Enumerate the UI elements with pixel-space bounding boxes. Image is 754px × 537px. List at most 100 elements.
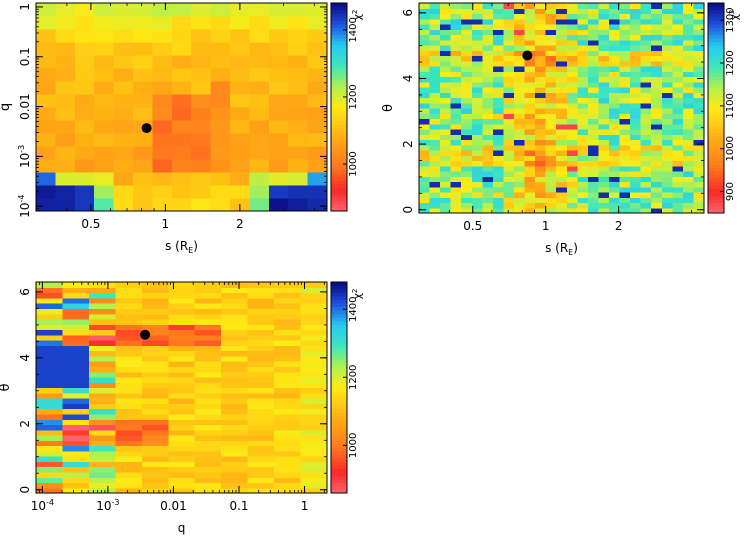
heatmap-cell	[566, 45, 578, 51]
heatmap-cell	[672, 3, 684, 9]
heatmap-cell	[640, 118, 652, 125]
heatmap-cell	[619, 108, 631, 114]
heatmap-cell	[249, 81, 270, 95]
heatmap-cell	[524, 202, 536, 209]
heatmap-cell	[545, 165, 557, 172]
heatmap-cell	[429, 13, 441, 20]
colorbar-segment	[331, 176, 347, 181]
colorbar-segment	[331, 193, 347, 198]
colorbar-segment	[708, 104, 724, 109]
x-tick-label: 1	[301, 499, 309, 513]
heatmap-cell	[36, 345, 64, 352]
colorbar-frame	[330, 2, 348, 212]
heatmap-cell	[194, 287, 222, 294]
heatmap-cell	[450, 8, 462, 15]
heatmap-cell	[268, 133, 289, 147]
heatmap-cell	[492, 66, 505, 72]
heatmap-cell	[514, 3, 526, 9]
heatmap-cell	[524, 113, 536, 120]
heatmap-cell	[651, 118, 663, 125]
colorbar-segment	[331, 200, 347, 205]
heatmap-cell	[440, 13, 452, 20]
heatmap-cell	[587, 192, 600, 198]
colorbar-segment	[331, 387, 347, 392]
heatmap-cell	[577, 144, 589, 151]
heatmap-cell	[249, 133, 270, 147]
heatmap-cell	[461, 129, 473, 135]
heatmap-cell	[74, 172, 95, 186]
heatmap-cell	[115, 297, 143, 304]
heatmap-cell	[651, 34, 663, 41]
heatmap-cell	[609, 34, 621, 41]
heatmap-cell	[630, 87, 642, 93]
heatmap-cell	[609, 150, 621, 156]
heatmap-cell	[587, 66, 600, 72]
heatmap-cell	[619, 13, 631, 20]
heatmap-cell	[651, 71, 663, 78]
heatmap-cell	[55, 172, 76, 186]
heatmap-cell	[651, 197, 663, 204]
colorbar-segment	[331, 310, 347, 315]
heatmap-cell	[88, 387, 116, 394]
heatmap-cell	[577, 87, 589, 93]
heatmap-cell	[566, 18, 578, 25]
heatmap-cell	[300, 456, 328, 462]
heatmap-cell	[672, 118, 684, 125]
heatmap-cell	[62, 403, 90, 410]
colorbar-segment	[708, 20, 724, 25]
heatmap-cell	[682, 87, 695, 93]
heatmap-cell	[247, 303, 275, 309]
heatmap-cell	[88, 282, 116, 288]
colorbar-segment	[331, 20, 347, 25]
heatmap-cell	[274, 477, 302, 484]
heatmap-cell	[545, 39, 557, 46]
heatmap-cell	[247, 318, 275, 325]
heatmap-cell	[682, 108, 695, 114]
heatmap-cell	[619, 39, 631, 46]
heatmap-cell	[630, 155, 642, 162]
heatmap-cell	[545, 160, 557, 167]
heatmap-cell	[62, 487, 90, 494]
heatmap-cell	[221, 308, 249, 315]
heatmap-cell	[249, 55, 270, 69]
heatmap-cell	[471, 87, 483, 93]
heatmap-cell	[210, 120, 231, 134]
heatmap-cell	[598, 18, 610, 25]
heatmap-cell	[651, 39, 663, 46]
heatmap-cell	[492, 102, 505, 109]
heatmap-cell	[450, 134, 462, 141]
heatmap-cell	[113, 42, 134, 56]
plot-frame	[418, 2, 705, 214]
heatmap-cell	[419, 181, 431, 188]
heatmap-cell	[210, 94, 231, 108]
heatmap-cell	[300, 318, 328, 325]
heatmap-cell	[651, 207, 663, 214]
heatmap-cell	[171, 133, 192, 147]
heatmap-cell	[492, 118, 505, 125]
heatmap-cell	[492, 165, 505, 172]
heatmap-cell	[88, 413, 116, 420]
heatmap-cell	[535, 123, 547, 130]
heatmap-cell	[545, 18, 557, 25]
heatmap-cell	[450, 197, 462, 204]
colorbar-segment	[708, 160, 724, 165]
heatmap-cell	[461, 3, 473, 9]
heatmap-cell	[115, 361, 143, 368]
heatmap-cell	[566, 108, 578, 114]
heatmap-cell	[672, 87, 684, 93]
heatmap-cell	[556, 123, 568, 130]
heatmap-cell	[115, 318, 143, 325]
colorbar-segment	[331, 345, 347, 350]
x-tick-label: 2	[236, 217, 244, 231]
heatmap-cell	[566, 92, 578, 99]
colorbar-segment	[331, 89, 347, 94]
heatmap-cell	[221, 350, 249, 357]
heatmap-cell	[141, 403, 169, 410]
heatmap-cell	[62, 376, 90, 383]
heatmap-cell	[429, 118, 441, 125]
heatmap-cell	[587, 97, 600, 104]
heatmap-cell	[619, 118, 631, 125]
heatmap-cell	[535, 113, 547, 120]
heatmap-cell	[274, 324, 302, 331]
heatmap-cell	[535, 186, 547, 193]
